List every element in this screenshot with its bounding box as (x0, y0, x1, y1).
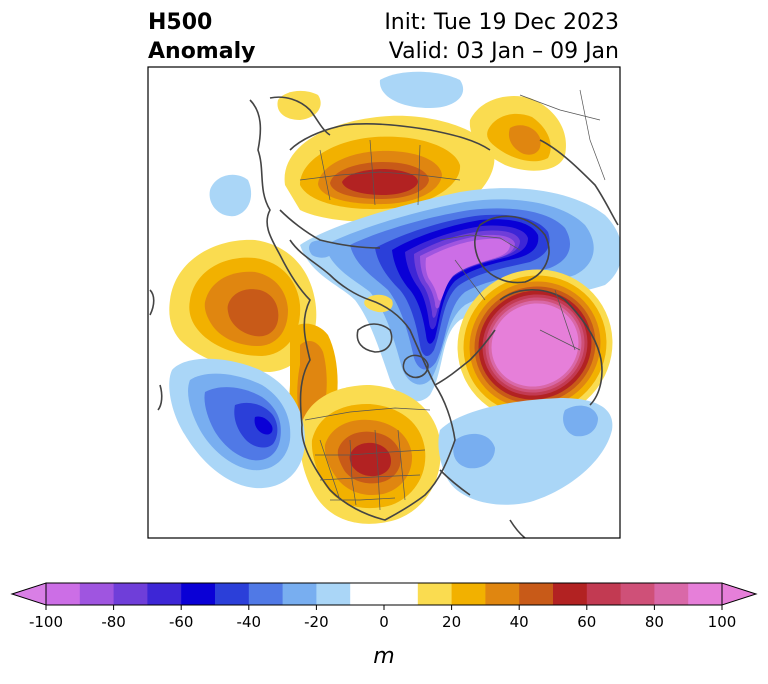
title-variable: H500 (148, 10, 213, 35)
colorbar-block (147, 583, 182, 605)
title-right: Init: Tue 19 Dec 2023 Valid: 03 Jan – 09… (384, 8, 619, 66)
colorbar-block (181, 583, 216, 605)
colorbar-block (586, 583, 622, 605)
borders (299, 89, 606, 511)
colorbar-block (282, 583, 317, 605)
colorbar-units: m (373, 644, 395, 669)
arctic-negative-anomaly (300, 188, 620, 402)
colorbar-tick-label: -20 (304, 613, 329, 631)
colorbar: -100 -80 -60 -40 -20 0 20 40 60 80 100 (10, 582, 758, 631)
colorbar-block (519, 583, 554, 605)
western-atlantic-negative-anomaly (438, 398, 613, 505)
colorbar-high-extension (721, 582, 758, 606)
colorbar-block (350, 583, 385, 605)
central-us-positive-anomaly (299, 385, 441, 524)
title-left: H500 Anomaly (148, 8, 255, 66)
kamchatka-positive-anomaly (469, 96, 566, 171)
colorbar-block (553, 583, 588, 605)
map-frame (147, 66, 621, 539)
colorbar-block (485, 583, 520, 605)
colorbar-block (113, 583, 148, 605)
colorbar-block (451, 583, 486, 605)
colorbar-tick-label: 100 (708, 613, 737, 631)
colorbar-block (688, 583, 723, 605)
colorbar-tick-label: -60 (169, 613, 194, 631)
colorbar-tick-label: -100 (29, 613, 63, 631)
colorbar-blocks (46, 583, 723, 605)
colorbar-ticks: -100 -80 -60 -40 -20 0 20 40 60 80 100 (29, 605, 736, 631)
siberia-positive-anomaly (284, 115, 495, 222)
colorbar-block (46, 583, 81, 605)
colorbar-tick-label: 0 (379, 613, 389, 631)
colorbar-tick-label: 20 (442, 613, 461, 631)
colorbar-tick-label: 80 (645, 613, 664, 631)
colorbar-low-extension (10, 582, 47, 606)
colorbar-block (316, 583, 351, 605)
colorbar-block (620, 583, 655, 605)
colorbar-block (654, 583, 689, 605)
title-field: Anomaly (148, 39, 256, 64)
coastlines (149, 96, 619, 538)
colorbar-tick-label: 60 (577, 613, 596, 631)
east-pacific-negative-anomaly (169, 358, 305, 489)
valid-period: Valid: 03 Jan – 09 Jan (388, 39, 619, 64)
colorbar-block (384, 583, 419, 605)
colorbar-block (248, 583, 284, 605)
colorbar-block (79, 583, 115, 605)
colorbar-block (417, 583, 453, 605)
pacific-positive-anomaly (169, 239, 317, 372)
atlantic-positive-anomaly (457, 269, 613, 421)
init-time: Init: Tue 19 Dec 2023 (384, 10, 619, 35)
colorbar-tick-label: -40 (237, 613, 262, 631)
colorbar-tick-label: 40 (510, 613, 529, 631)
colorbar-block (215, 583, 250, 605)
anomaly-map (147, 66, 621, 539)
upper-negative-anomaly (209, 71, 464, 217)
colorbar-tick-label: -80 (101, 613, 126, 631)
